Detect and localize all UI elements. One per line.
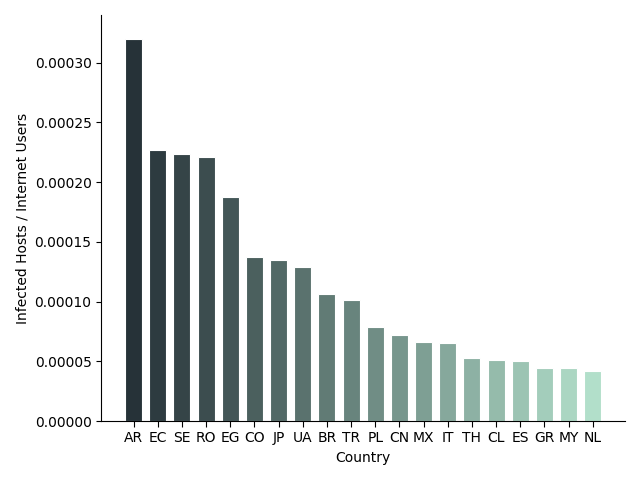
Bar <box>488 360 504 421</box>
Bar <box>319 294 335 421</box>
Bar <box>198 157 214 421</box>
Bar <box>463 359 481 421</box>
Bar <box>294 267 311 421</box>
Bar <box>246 257 263 421</box>
Bar <box>512 361 529 421</box>
Bar <box>415 342 432 421</box>
Bar <box>342 300 360 421</box>
Bar <box>439 343 456 421</box>
Bar <box>560 369 577 421</box>
X-axis label: Country: Country <box>335 451 391 465</box>
Y-axis label: Infected Hosts / Internet Users: Infected Hosts / Internet Users <box>15 112 29 324</box>
Bar <box>149 150 166 421</box>
Bar <box>391 335 408 421</box>
Bar <box>221 196 239 421</box>
Bar <box>536 369 553 421</box>
Bar <box>125 39 142 421</box>
Bar <box>367 327 384 421</box>
Bar <box>584 372 601 421</box>
Bar <box>270 260 287 421</box>
Bar <box>173 154 190 421</box>
